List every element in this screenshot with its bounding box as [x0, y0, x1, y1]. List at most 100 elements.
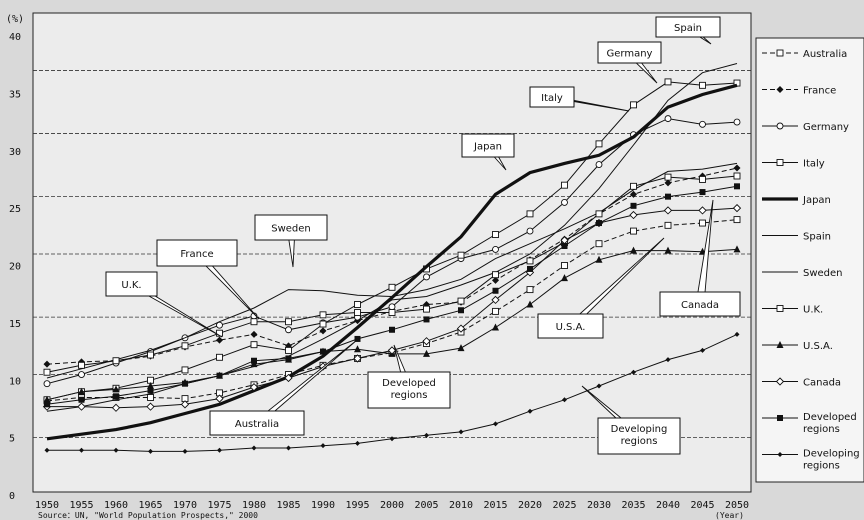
data-point [699, 189, 706, 196]
data-point [458, 307, 464, 314]
callout-u-k-: U.K. [105, 271, 223, 338]
y-tick-label: 20 [9, 262, 21, 273]
callout-box [537, 313, 604, 339]
callout-label: U.S.A. [556, 322, 586, 333]
y-tick-label: 30 [9, 147, 21, 158]
x-tick-label: 2030 [587, 500, 611, 511]
legend-item: U.S.A. [762, 341, 833, 352]
callout-label: Australia [235, 419, 279, 430]
data-point [388, 309, 396, 316]
callout-label: Sweden [271, 224, 311, 235]
legend-item: Australia [762, 49, 847, 60]
data-point [596, 383, 602, 389]
legend-item: Sweden [762, 268, 843, 279]
data-point [493, 421, 498, 427]
data-point [561, 262, 568, 269]
x-tick-label: 1970 [173, 500, 197, 511]
x-tick-label: 2005 [414, 500, 438, 511]
data-point [457, 251, 465, 259]
callout-box [105, 271, 158, 297]
data-point [423, 349, 430, 357]
data-point [423, 273, 430, 281]
callout-box [529, 86, 575, 108]
data-point [665, 193, 671, 200]
x-tick-label: 1980 [242, 500, 266, 511]
data-point [43, 368, 51, 376]
callout-label: U.K. [121, 280, 141, 291]
data-point [320, 443, 326, 449]
legend-item: Canada [762, 377, 841, 389]
data-point [250, 341, 258, 349]
data-point [630, 190, 637, 198]
callout-box [655, 16, 721, 38]
data-point [526, 210, 534, 218]
data-point [43, 360, 51, 368]
data-point [251, 445, 257, 451]
y-tick-label: 35 [9, 89, 21, 100]
series-line [46, 83, 738, 441]
x-tick-label: 1960 [104, 500, 128, 511]
legend-label: Developing [803, 449, 860, 460]
legend-label: Italy [803, 159, 825, 170]
data-point [319, 311, 327, 319]
legend-label: U.K. [803, 305, 823, 316]
data-point [216, 336, 223, 344]
data-point [146, 402, 155, 411]
legend-label: Developed [803, 412, 857, 423]
y-tick-label: 0 [9, 491, 15, 502]
data-point [353, 354, 362, 363]
data-point [354, 301, 361, 308]
x-tick-label: 1995 [345, 500, 369, 511]
data-point [630, 202, 637, 209]
data-point [492, 245, 499, 253]
data-point [181, 342, 189, 350]
data-point [458, 429, 464, 435]
data-point [663, 206, 673, 215]
x-tick-label: 2040 [656, 500, 680, 511]
data-point [181, 366, 189, 374]
data-point [596, 220, 602, 227]
data-point [147, 351, 154, 359]
x-tick-label: 2035 [621, 500, 645, 511]
x-tick-label: 2000 [380, 500, 404, 511]
data-point [775, 377, 785, 386]
source-note: Source：UN, "World Population Prospects,"… [38, 511, 258, 520]
series-developing-regions [44, 331, 740, 454]
series-line [46, 219, 738, 402]
data-point [595, 240, 603, 248]
x-axis-label: (Year) [715, 511, 744, 520]
data-point [147, 394, 154, 401]
data-point [664, 246, 672, 254]
data-point [457, 297, 465, 305]
legend-item: Spain [762, 232, 831, 243]
data-point [147, 381, 154, 389]
x-tick-label: 2015 [483, 500, 507, 511]
data-point [354, 309, 361, 316]
data-point [526, 257, 534, 265]
data-point [733, 245, 741, 253]
legend-item: France [762, 86, 836, 97]
data-point [389, 436, 395, 442]
data-point [354, 345, 361, 353]
data-point [78, 396, 85, 403]
data-point [777, 415, 783, 421]
data-point [424, 432, 429, 438]
data-point [112, 385, 120, 393]
y-tick-label: 10 [9, 376, 21, 387]
data-point [286, 445, 291, 451]
x-tick-label: 1975 [207, 500, 231, 511]
legend-item: Italy [762, 159, 825, 170]
data-point [79, 447, 84, 453]
data-point [665, 357, 671, 363]
callout-box [461, 133, 515, 158]
x-tick-label: 2045 [690, 500, 714, 511]
data-point [148, 448, 153, 454]
callout-italy: Italy [529, 86, 630, 112]
data-point [78, 361, 85, 369]
x-tick-label: 2010 [449, 500, 473, 511]
data-point [776, 305, 784, 312]
series-developed-regions [44, 183, 740, 408]
data-point [216, 372, 223, 379]
data-point [630, 101, 637, 109]
